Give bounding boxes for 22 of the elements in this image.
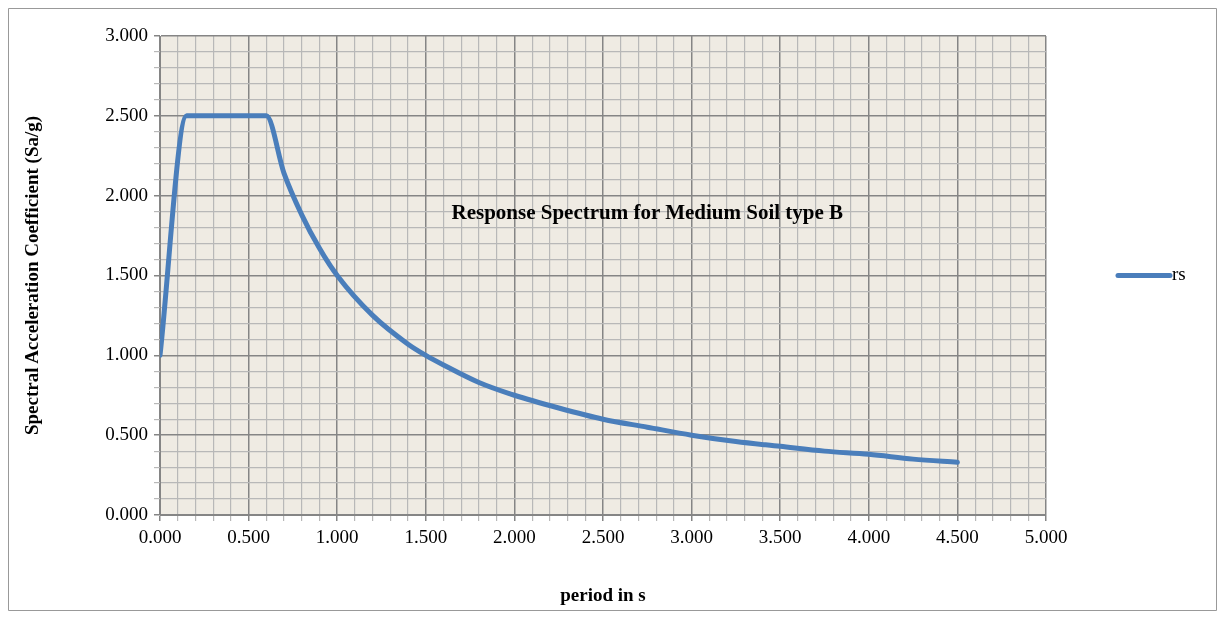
- y-tick-label: 2.000: [105, 183, 148, 205]
- x-tick-label: 5.000: [1024, 526, 1068, 548]
- y-tick-label: 3.000: [105, 23, 148, 45]
- x-tick-label: 1.000: [315, 526, 359, 548]
- legend-label: rs: [1172, 263, 1186, 285]
- x-tick-label: 1.500: [404, 526, 448, 548]
- text: Response Spectrum for Medium Soil type B: [451, 199, 844, 224]
- x-tick-label: 3.000: [670, 526, 713, 548]
- x-tick-label: 3.500: [758, 526, 802, 548]
- x-tick-label: 4.500: [936, 526, 979, 548]
- x-tick-label: 2.500: [581, 526, 625, 548]
- y-tick-label: 0.000: [105, 502, 148, 524]
- y-tick-label: 2.500: [105, 103, 148, 125]
- x-axis-title: period in s: [560, 583, 646, 605]
- y-tick-label: 1.500: [105, 263, 148, 285]
- x-tick-label: 2.000: [493, 526, 536, 548]
- y-tick-label: 0.500: [105, 423, 148, 445]
- x-tick-label: 0.000: [138, 526, 182, 548]
- y-tick-label: 1.000: [105, 343, 148, 365]
- x-tick-label: 0.500: [227, 526, 270, 548]
- x-tick-label: 4.000: [847, 526, 891, 548]
- y-axis-title: Spectral Acceleration Coefficient (Sa/g): [21, 115, 44, 436]
